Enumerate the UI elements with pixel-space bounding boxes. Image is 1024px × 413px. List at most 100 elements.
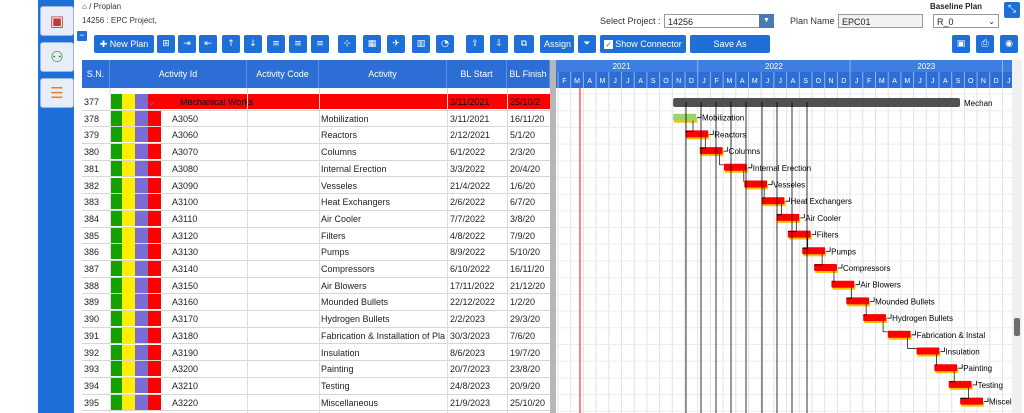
col-activity[interactable]: Activity <box>319 60 447 88</box>
table-row[interactable]: 393 A3200 Painting 20/7/2023 23/8/20 <box>82 361 550 378</box>
status-purple-cell[interactable] <box>135 377 148 393</box>
status-green-cell[interactable] <box>110 244 122 260</box>
status-red-cell[interactable] <box>148 277 161 293</box>
status-red-cell[interactable] <box>148 177 161 193</box>
status-yellow-cell[interactable] <box>122 311 135 327</box>
table-row[interactable]: 382 A3090 Vesseles 21/4/2022 1/6/20 <box>82 177 550 195</box>
status-purple-cell[interactable] <box>135 194 148 210</box>
chevron-down-icon[interactable]: ⌄ <box>148 97 156 107</box>
status-red-cell[interactable] <box>148 327 161 343</box>
indent-icon[interactable]: ⇥ <box>178 35 196 53</box>
summary-row[interactable]: 377 ⌄ Mechanical Works 3/11/2021 25/10/2 <box>82 94 550 111</box>
move-down-icon[interactable]: ↓ <box>244 35 262 53</box>
status-red-cell[interactable] <box>148 194 161 210</box>
status-green-cell[interactable] <box>110 110 122 126</box>
save-as-milestone-button[interactable]: Save As Milestone <box>690 35 770 67</box>
splitter-handle[interactable] <box>550 60 556 413</box>
table-row[interactable]: 392 A3190 Insulation 8/6/2023 19/7/20 <box>82 344 550 362</box>
filter-icon[interactable]: ⏷ <box>578 35 596 53</box>
status-yellow-cell[interactable] <box>122 110 135 126</box>
status-green-cell[interactable] <box>110 210 122 226</box>
status-yellow-cell[interactable] <box>122 127 135 143</box>
scrollbar-thumb[interactable] <box>1014 318 1020 336</box>
status-purple-cell[interactable] <box>135 327 148 343</box>
table-row[interactable]: 388 A3150 Air Blowers 17/11/2022 21/12/20 <box>82 277 550 295</box>
table-row[interactable]: 385 A3120 Filters 4/8/2022 7/9/20 <box>82 227 550 245</box>
status-red-cell[interactable] <box>148 361 161 377</box>
status-red-cell[interactable] <box>148 261 161 276</box>
table-row[interactable]: 383 A3100 Heat Exchangers 2/6/2022 6/7/20 <box>82 194 550 211</box>
status-yellow-cell[interactable] <box>122 244 135 260</box>
download-icon[interactable]: ⇩ <box>490 35 508 53</box>
status-green-cell[interactable] <box>110 227 122 243</box>
plan-name-field[interactable]: EPC01 <box>838 14 923 28</box>
home-icon[interactable]: ⌂ <box>82 2 87 11</box>
schedule-icon[interactable]: ☰ <box>40 78 74 108</box>
view-icon[interactable]: ◉ <box>1000 35 1018 53</box>
status-purple-cell[interactable] <box>135 244 148 260</box>
chart-icon[interactable]: ▥ <box>412 35 430 53</box>
status-green-cell[interactable] <box>110 327 122 343</box>
status-green-cell[interactable] <box>110 261 122 276</box>
status-red-cell[interactable] <box>148 294 161 310</box>
project-select[interactable]: 14256 ▼ <box>664 14 774 28</box>
status-green-cell[interactable] <box>110 94 122 109</box>
chevron-down-icon[interactable]: ▼ <box>759 14 774 28</box>
status-yellow-cell[interactable] <box>122 227 135 243</box>
checkbox-icon[interactable]: ✓ <box>604 40 614 49</box>
status-yellow-cell[interactable] <box>122 361 135 377</box>
align-left-icon[interactable]: ≡ <box>267 35 285 53</box>
print-icon[interactable]: ⎙ <box>976 35 994 53</box>
status-purple-cell[interactable] <box>135 127 148 143</box>
add-row-icon[interactable]: ⊞ <box>157 35 175 53</box>
status-purple-cell[interactable] <box>135 94 148 109</box>
dashboard-icon[interactable]: ▣ <box>40 6 74 36</box>
vertical-scrollbar[interactable] <box>1012 60 1022 413</box>
status-yellow-cell[interactable] <box>122 294 135 310</box>
status-purple-cell[interactable] <box>135 394 148 410</box>
table-row[interactable]: 391 A3180 Fabrication & Installation of Pl… <box>82 327 550 345</box>
assign-button[interactable]: Assign <box>540 35 574 53</box>
status-red-cell[interactable] <box>148 394 161 410</box>
status-yellow-cell[interactable] <box>122 177 135 193</box>
status-red-cell[interactable] <box>148 160 161 176</box>
fullscreen-icon[interactable]: ⤡ <box>1004 2 1020 18</box>
table-row[interactable]: 386 A3130 Pumps 8/9/2022 5/10/20 <box>82 244 550 261</box>
status-purple-cell[interactable] <box>135 277 148 293</box>
resource-icon[interactable]: ✈ <box>387 35 405 53</box>
status-yellow-cell[interactable] <box>122 377 135 393</box>
upload-icon[interactable]: ⇪ <box>466 35 484 53</box>
align-center-icon[interactable]: ≡ <box>289 35 307 53</box>
status-purple-cell[interactable] <box>135 361 148 377</box>
status-yellow-cell[interactable] <box>122 277 135 293</box>
hierarchy-icon[interactable]: ⊹ <box>338 35 356 53</box>
move-up-icon[interactable]: ↑ <box>222 35 240 53</box>
table-row[interactable]: 390 A3170 Hydrogen Bullets 2/2/2023 29/3/20 <box>82 311 550 328</box>
col-sn[interactable]: S.N. <box>82 60 110 88</box>
show-connector-toggle[interactable]: ✓ Show Connector <box>600 35 686 53</box>
chevron-down-icon[interactable]: ⌄ <box>988 17 995 26</box>
table-row[interactable]: 394 A3210 Testing 24/8/2023 20/9/20 <box>82 377 550 395</box>
col-bl-finish[interactable]: BL Finish <box>507 60 550 88</box>
table-row[interactable]: 380 A3070 Columns 6/1/2022 2/3/20 <box>82 144 550 161</box>
status-green-cell[interactable] <box>110 194 122 210</box>
status-yellow-cell[interactable] <box>122 160 135 176</box>
new-plan-button[interactable]: ✚ New Plan <box>94 35 154 53</box>
table-row[interactable]: 384 A3110 Air Cooler 7/7/2022 3/8/20 <box>82 210 550 228</box>
status-red-cell[interactable] <box>148 344 161 360</box>
status-green-cell[interactable] <box>110 361 122 377</box>
status-red-cell[interactable] <box>148 127 161 143</box>
collapse-button[interactable]: − <box>77 31 87 41</box>
status-purple-cell[interactable] <box>135 110 148 126</box>
table-row[interactable]: 387 A3140 Compressors 6/10/2022 16/11/20 <box>82 261 550 278</box>
col-activity-code[interactable]: Activity Code <box>247 60 319 88</box>
status-red-cell[interactable] <box>148 144 161 160</box>
breadcrumb-text[interactable]: / Proplan <box>89 2 122 11</box>
status-yellow-cell[interactable] <box>122 344 135 360</box>
table-row[interactable]: 389 A3160 Mounded Bullets 22/12/2022 1/2/20 <box>82 294 550 312</box>
align-right-icon[interactable]: ≡ <box>311 35 329 53</box>
status-red-cell[interactable] <box>148 311 161 327</box>
status-green-cell[interactable] <box>110 144 122 160</box>
status-red-cell[interactable] <box>148 227 161 243</box>
status-purple-cell[interactable] <box>135 261 148 276</box>
